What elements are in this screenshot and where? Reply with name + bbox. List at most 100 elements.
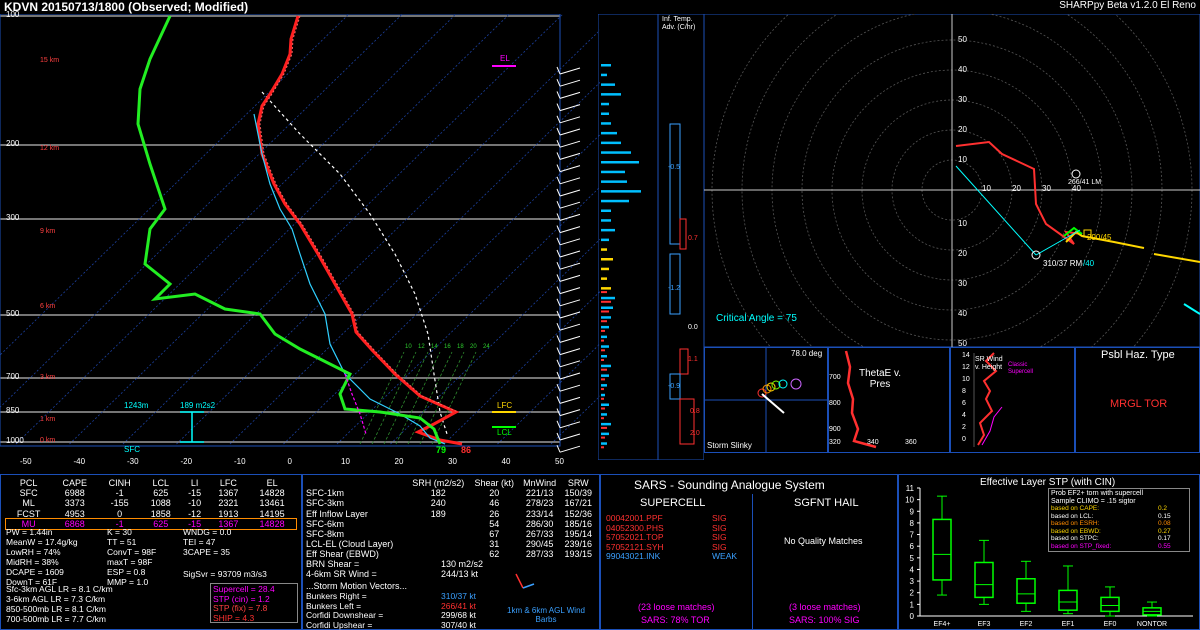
temperature-trace <box>256 15 463 446</box>
parcel-row[interactable]: MU 6868 -1 625 -15 1367 14828 <box>5 517 297 531</box>
mixing-ratio-line <box>359 351 405 445</box>
motion-value: 307/40 kt <box>441 619 476 630</box>
parcel-cell: 625 <box>153 518 169 529</box>
kinematics-row: SFC-1km 182 20 221/13 150/39 <box>304 488 596 498</box>
adv-bar-warm <box>679 218 687 250</box>
isotherm <box>0 14 403 408</box>
wind-barb-flag <box>556 103 561 111</box>
stp-legend <box>1048 488 1190 552</box>
wind-barb <box>559 165 581 173</box>
mixratio-label: 16 <box>444 344 451 350</box>
pressure-tick-500: 500 <box>6 309 20 318</box>
parcel-row[interactable]: SFC 6988 -1 625 -15 1367 14828 <box>6 488 296 498</box>
wind-barb <box>559 274 581 282</box>
wind-barb <box>559 116 581 124</box>
virtual-temp-trace <box>259 15 459 413</box>
parcel-row[interactable]: ML 3373 -155 1088 -10 2321 13461 <box>6 498 296 508</box>
stp-category: EF2 <box>1020 621 1033 628</box>
lcl-label: LCL <box>497 428 512 437</box>
parcel-cell: SFC <box>19 488 38 499</box>
app-version: SHARPpy Beta v1.2.0 El Reno <box>1059 0 1196 11</box>
kinematics-cell <box>407 539 470 549</box>
temp-tick: 20 <box>394 457 404 466</box>
kinematics-cell: SFC-8km <box>306 529 344 540</box>
index-col3: 3CAPE = 35 <box>183 547 231 557</box>
stp-box <box>1016 578 1036 604</box>
index-col2: ConvT = 98F <box>107 547 157 557</box>
wind-speed-bar <box>601 287 611 290</box>
wind-speed-bar <box>601 413 607 416</box>
hodo-ring-label: 50 <box>958 339 967 348</box>
parcel-cell: ML <box>22 498 35 509</box>
kinematics-cell: 167/21 <box>564 498 592 509</box>
mixing-ratio-line <box>395 351 441 445</box>
hodo-rm-label: 310/37 RM <box>1043 259 1083 268</box>
parcel-cell: 1367 <box>218 488 239 499</box>
wind-barb <box>559 250 581 258</box>
hodo-x-label: 40 <box>1072 184 1081 193</box>
parcel-cell: -1 <box>115 518 124 529</box>
stp-legend-label: based on STPC: <box>1051 535 1099 542</box>
srw-y-tick: 14 <box>962 352 970 359</box>
stp-legend-label: based on CAPE: <box>1051 505 1100 512</box>
parcel-header: CAPE <box>62 478 87 488</box>
wind-barb <box>559 189 581 197</box>
temp-tick: 0 <box>287 457 292 466</box>
hodo-mean-marker <box>1083 229 1092 238</box>
hodo-trace-high <box>1153 253 1200 263</box>
kinematics-cell: 46 <box>489 498 500 509</box>
isotherm <box>15 14 457 445</box>
wind-barb-flag <box>556 225 561 233</box>
parcel-row[interactable]: FCST 4953 0 1858 -12 1913 14195 <box>6 509 296 519</box>
temp-tick: -50 <box>20 457 32 466</box>
hodo-trace-sfc <box>1063 226 1083 237</box>
wind-barb-flag <box>556 432 561 441</box>
wind-speed-bar <box>601 131 617 135</box>
wind-speed-bar-low <box>601 436 605 439</box>
parcel-cell: 2321 <box>218 498 239 509</box>
parcel-trace <box>261 91 448 435</box>
stp-box <box>932 518 952 581</box>
stp-legend-label: based on STP_fixed: <box>1051 542 1112 550</box>
thetae-panel <box>828 347 950 453</box>
kinematics-row: SFC-3km 240 46 278/23 167/21 <box>304 498 596 508</box>
adv-bar-cold <box>669 123 681 245</box>
wind-barb-flag <box>556 408 561 416</box>
wind-speed-bar <box>601 141 621 145</box>
wind-speed-bar <box>601 219 611 222</box>
stp-legend-label: based on EBWD: <box>1051 527 1101 535</box>
mixratio-label: 14 <box>431 344 438 350</box>
wind-speed-bar <box>601 102 609 106</box>
pressure-tick-100: 100 <box>6 10 20 19</box>
adv-value: 1.1 <box>688 356 698 363</box>
index-col1: LowRH = 74% <box>6 547 61 557</box>
kinematics-cell: 67 <box>489 529 500 540</box>
wind-barb <box>559 396 581 404</box>
mixing-ratio-line <box>431 351 477 445</box>
skewt-panel[interactable] <box>0 14 600 474</box>
stp-category: NONTOR <box>1137 621 1167 628</box>
kinematics-cell: SFC-3km <box>306 498 344 509</box>
hodo-ring-label: 40 <box>958 65 967 74</box>
kinematics-cell: 195/14 <box>564 529 592 540</box>
hodo-lm-marker <box>1071 169 1081 179</box>
kinematics-row: LCL-EL (Cloud Layer) 31 290/45 239/16 <box>304 539 596 549</box>
hodo-lm-label: 266/41 LM <box>1068 179 1102 186</box>
temp-tick: -20 <box>180 457 193 466</box>
wind-barb <box>559 67 581 75</box>
adv-value: -0.5 <box>668 164 681 171</box>
wind-barb <box>559 128 581 136</box>
wind-speed-bar-low <box>601 359 604 361</box>
wind-barb <box>559 409 581 417</box>
adv-bar-cold3 <box>669 373 681 400</box>
sars-match-name: 99043021.INK <box>606 551 661 561</box>
wind-barb <box>559 384 581 392</box>
hodo-inflow-2 <box>1035 229 1081 256</box>
stp-category: EF3 <box>978 621 991 628</box>
motion-label: Bunkers Right = <box>306 591 367 601</box>
temp-tick: 10 <box>341 457 350 466</box>
hodograph-panel[interactable] <box>704 14 1200 347</box>
mixing-ratio-line <box>371 351 417 445</box>
wind-speed-bar-low <box>601 310 609 313</box>
wind-barbs-column <box>556 66 581 453</box>
